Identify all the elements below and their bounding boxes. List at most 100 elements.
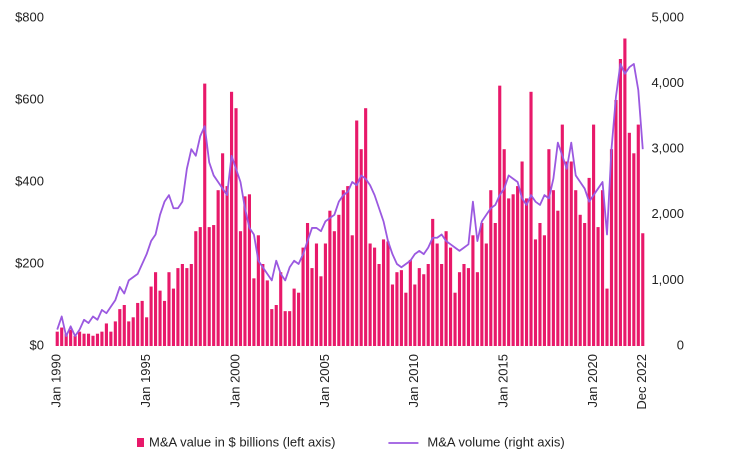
bar (238, 231, 243, 346)
bar (64, 333, 68, 346)
bar (417, 268, 421, 346)
y2-tick-label: 2,000 (651, 206, 684, 221)
legend-label: M&A volume (right axis) (427, 434, 564, 449)
bar (127, 321, 131, 346)
bar (395, 272, 399, 346)
bar (493, 223, 497, 346)
bar (511, 194, 515, 346)
bar (533, 239, 538, 346)
bar (466, 268, 471, 346)
bar (368, 243, 372, 346)
x-tick-label: Jan 2010 (406, 354, 421, 408)
legend-label: M&A value in $ billions (left axis) (149, 434, 335, 449)
bar (507, 198, 511, 346)
bar (350, 235, 354, 346)
bar (583, 223, 587, 346)
bar (149, 286, 153, 346)
y2-tick-label: 1,000 (651, 272, 684, 287)
bar (592, 124, 596, 346)
bar (556, 210, 560, 346)
legend-swatch (137, 438, 144, 447)
bar (569, 161, 573, 346)
bar (355, 120, 359, 346)
bar (596, 227, 600, 346)
bar (86, 333, 91, 346)
bar (538, 223, 542, 346)
bar (261, 264, 265, 346)
bar (435, 243, 439, 346)
bar (381, 239, 386, 346)
bar (256, 235, 260, 346)
bar (185, 268, 189, 346)
bar (609, 149, 614, 346)
bar (516, 186, 520, 346)
bar (457, 272, 462, 346)
bar (587, 177, 591, 346)
bar (319, 276, 323, 346)
bar (288, 311, 292, 346)
bar (207, 227, 211, 346)
bar (618, 59, 622, 346)
bar (449, 247, 453, 346)
bar (341, 190, 345, 346)
bar (247, 194, 251, 346)
bar (216, 190, 220, 346)
bar (408, 259, 412, 346)
bar (422, 274, 426, 346)
y2-tick-label: 0 (677, 337, 684, 352)
bar (413, 284, 417, 346)
x-tick-label: Jan 2005 (317, 354, 332, 408)
bar (623, 38, 627, 346)
bar (180, 264, 184, 346)
bar (600, 190, 605, 346)
bar (194, 231, 198, 346)
bar (60, 327, 64, 346)
y-tick-label: $400 (15, 173, 44, 188)
bar (203, 83, 207, 346)
bar (426, 264, 430, 346)
bar (359, 149, 363, 346)
bar (632, 153, 636, 346)
bar (565, 161, 569, 346)
y-tick-label: $800 (15, 9, 44, 24)
bar (605, 288, 609, 346)
bar (82, 333, 86, 346)
bar (310, 268, 314, 346)
bar (154, 272, 158, 346)
y-tick-label: $200 (15, 255, 44, 270)
x-tick-label: Jan 2000 (227, 354, 242, 408)
bar (229, 91, 234, 346)
bar (529, 91, 533, 346)
bar (136, 302, 140, 346)
bar (404, 292, 408, 346)
bar (484, 243, 488, 346)
x-tick-label: Jan 1990 (49, 354, 64, 408)
bar (440, 264, 444, 346)
bar (252, 278, 256, 346)
bar (641, 233, 645, 346)
bar (314, 243, 319, 346)
y-tick-label: $600 (15, 91, 44, 106)
bar (274, 305, 278, 346)
bar (462, 264, 466, 346)
bar (279, 272, 283, 346)
x-tick-label: Dec 2022 (634, 354, 649, 410)
bar (614, 100, 618, 346)
bar (167, 272, 171, 346)
y-tick-label: $0 (30, 337, 44, 352)
bar (364, 108, 368, 346)
bar (140, 300, 144, 346)
bar (301, 247, 305, 346)
bar (109, 331, 113, 346)
bar (292, 288, 296, 346)
bar (520, 161, 524, 346)
y2-tick-label: 4,000 (651, 75, 684, 90)
bar (453, 292, 457, 346)
bar (574, 190, 578, 346)
bar (373, 247, 377, 346)
bar (551, 190, 555, 346)
bar (176, 268, 180, 346)
bar (73, 335, 77, 346)
bar (145, 317, 149, 346)
